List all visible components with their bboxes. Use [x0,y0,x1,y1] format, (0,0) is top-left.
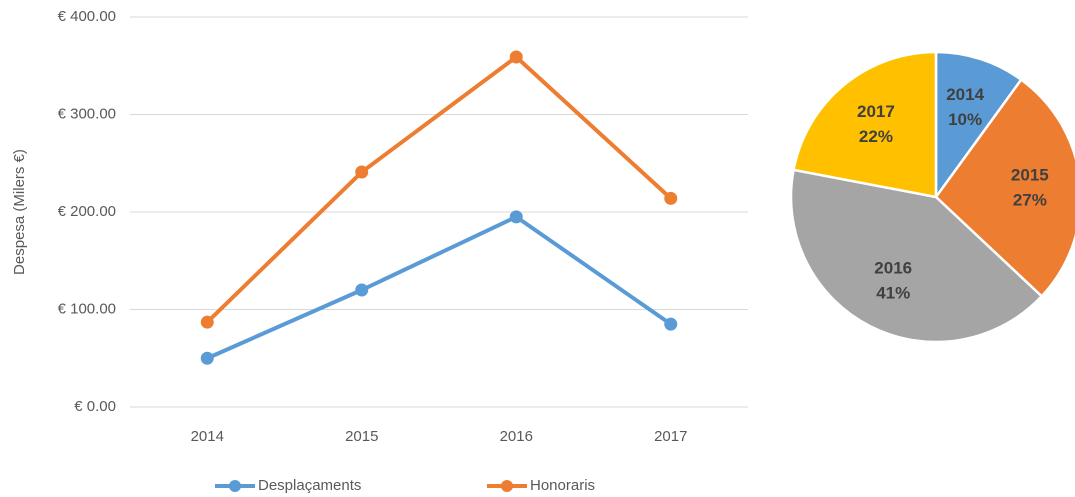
pie-slice [934,77,1075,299]
x-tick-label: 2017 [654,428,687,445]
slice-value-label: 27% [1013,191,1047,210]
pie-slice [934,50,1023,201]
legend-marker [501,480,513,492]
slice-value-label: 41% [876,283,910,302]
slice-value-label: 22% [859,127,893,146]
x-tick-label: 2016 [500,428,533,445]
pie-slice [792,50,938,199]
pie-slice [789,168,1044,344]
slice-value-label: 10% [948,110,982,129]
data-point [509,210,523,224]
x-tick-label: 2015 [345,428,378,445]
legend-label: Desplaçaments [258,477,361,494]
y-tick-label: € 100.00 [58,300,116,317]
data-point [200,351,214,365]
y-tick-label: € 400.00 [58,8,116,25]
legend-label: Honoraris [530,477,595,494]
data-point [355,283,369,297]
y-tick-label: € 0.00 [74,398,116,415]
data-point [664,191,678,205]
y-tick-label: € 200.00 [58,203,116,220]
slice-category-label: 2017 [857,102,895,121]
legend-marker [229,480,241,492]
slice-category-label: 2016 [874,258,912,277]
series-line [206,214,672,361]
y-axis-label: Despesa (Milers €) [11,149,28,275]
data-point [664,317,678,331]
data-point [200,315,214,329]
slice-category-label: 2014 [946,85,984,104]
slice-category-label: 2015 [1011,166,1049,185]
y-tick-label: € 300.00 [58,105,116,122]
x-tick-label: 2014 [191,428,224,445]
data-point [509,50,523,64]
data-point [355,165,369,179]
series-line [205,54,673,324]
